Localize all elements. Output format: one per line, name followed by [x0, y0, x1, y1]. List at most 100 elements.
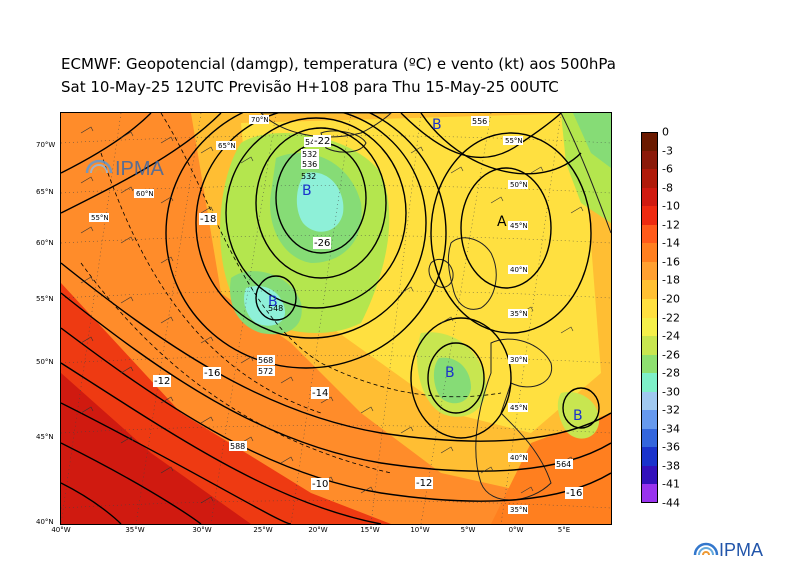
- pressure-center-symbol: B: [573, 408, 583, 424]
- colorbar-swatch: [641, 410, 658, 430]
- lat-label: 45°N: [36, 433, 54, 441]
- lon-label: 10°W: [410, 526, 430, 534]
- colorbar-label: -24: [662, 329, 680, 343]
- inner-grid-label: 55°N: [505, 137, 523, 145]
- colorbar-label: 0: [662, 125, 669, 139]
- colorbar-label: -20: [662, 292, 680, 306]
- temperature-label: -22: [314, 136, 330, 147]
- lon-label: 5°W: [460, 526, 476, 534]
- land-iceland: [320, 130, 367, 153]
- colorbar-swatch: [641, 132, 658, 152]
- lon-label: 35°W: [125, 526, 145, 534]
- colorbar-label: -30: [662, 385, 680, 399]
- colorbar-label: -6: [662, 162, 673, 176]
- lon-label: 40°W: [51, 526, 71, 534]
- inner-grid-label: 65°N: [218, 142, 236, 150]
- lat-label: 65°N: [36, 188, 54, 196]
- inner-grid-label: 35°N: [510, 506, 528, 514]
- colorbar-swatch: [641, 465, 658, 485]
- inner-grid-label: 70°N: [251, 116, 269, 124]
- contour-label: 540: [305, 138, 320, 147]
- lat-label: 55°N: [36, 295, 54, 303]
- land-greenland-iceland: [260, 113, 392, 138]
- contour-label: 588: [230, 442, 245, 451]
- inner-grid-label: 40°N: [510, 266, 528, 274]
- inner-grid-label: 30°N: [510, 356, 528, 364]
- temperature-label: -16: [204, 368, 220, 379]
- colorbar-label: -36: [662, 440, 680, 454]
- contour-label: 568: [258, 356, 273, 365]
- wind-barbs: [80, 126, 584, 504]
- lon-label: 5°E: [557, 526, 571, 534]
- colorbar-label: -3: [662, 144, 673, 158]
- colorbar-swatch: [641, 150, 658, 170]
- lat-label: 60°N: [36, 239, 54, 247]
- inner-grid-label: 50°N: [510, 181, 528, 189]
- geopotential-contours: [61, 113, 611, 524]
- colorbar-label: -10: [662, 199, 680, 213]
- colorbar-swatch: [641, 484, 658, 504]
- pressure-center-value: 548: [268, 304, 283, 313]
- lon-label: 25°W: [253, 526, 273, 534]
- colorbar-swatch: [641, 298, 658, 318]
- colorbar-swatch: [641, 280, 658, 300]
- pressure-center-symbol: B: [302, 183, 312, 199]
- colorbar-swatch: [641, 243, 658, 263]
- inner-grid-label: 45°N: [510, 222, 528, 230]
- land-iberia-france: [475, 338, 553, 501]
- contour-labels: 532 536 540 568 572 588 556 564: [229, 116, 573, 469]
- ipma-logo: IPMA: [693, 540, 763, 559]
- colorbar-swatch: [641, 373, 658, 393]
- pressure-center-symbol: B: [432, 117, 442, 133]
- colorbar-swatch: [641, 336, 658, 356]
- inner-grid-label: 35°N: [510, 310, 528, 318]
- lon-label: 15°W: [360, 526, 380, 534]
- lon-label: 30°W: [192, 526, 212, 534]
- colorbar-label: -34: [662, 422, 680, 436]
- land-ireland: [428, 258, 454, 288]
- colorbar-label: -14: [662, 236, 680, 250]
- temperature-label: -14: [312, 388, 328, 399]
- land-norway: [560, 113, 611, 234]
- colorbar-swatch: [641, 447, 658, 467]
- contour-label: 556: [472, 117, 487, 126]
- lat-label: 70°W: [36, 141, 56, 149]
- colorbar-label: -28: [662, 366, 680, 380]
- colorbar-swatch: [641, 261, 658, 281]
- colorbar-swatch: [641, 187, 658, 207]
- colorbar-label: -8: [662, 181, 673, 195]
- chart-title-line-2: Sat 10-May-25 12UTC Previsão H+108 para …: [61, 78, 559, 96]
- temperature-label: -26: [314, 238, 330, 249]
- pressure-centers: B 532 B 548 B B B A: [268, 117, 583, 424]
- ipma-logo-text: IPMA: [719, 540, 763, 559]
- colorbar-label: -38: [662, 459, 680, 473]
- colorbar-swatch: [641, 391, 658, 411]
- ipma-logo-text: IPMA: [115, 158, 165, 180]
- lat-label: 50°N: [36, 358, 54, 366]
- inner-grid-label: 55°N: [91, 214, 109, 222]
- inner-grid-labels: 70°N 65°N 60°N 55°N 55°N 50°N 45°N 40°N …: [89, 115, 528, 514]
- lat-label: 40°N: [36, 518, 54, 526]
- chart-title-line-1: ECMWF: Geopotencial (damgp), temperatura…: [61, 55, 616, 73]
- colorbar-swatch: [641, 169, 658, 189]
- inner-grid-label: 45°N: [510, 404, 528, 412]
- weather-map: 70°N 65°N 60°N 55°N 55°N 50°N 45°N 40°N …: [60, 112, 612, 525]
- inner-grid-label: 40°N: [510, 454, 528, 462]
- ipma-logo-watermark: IPMA: [85, 158, 165, 180]
- colorbar-swatch: [641, 428, 658, 448]
- colorbar-label: -22: [662, 311, 680, 324]
- lon-label: 0°W: [508, 526, 524, 534]
- colorbar-label: -32: [662, 403, 680, 417]
- colorbar-label: -26: [662, 348, 680, 362]
- contour-label: 532: [302, 150, 317, 159]
- pressure-center-symbol: A: [497, 214, 507, 230]
- pressure-center-symbol: B: [268, 294, 278, 310]
- colorbar-swatch: [641, 224, 658, 244]
- inner-grid-label: 60°N: [136, 190, 154, 198]
- colorbar-label: -12: [662, 218, 680, 232]
- colorbar-label: -44: [662, 496, 680, 510]
- land-british-isles: [447, 237, 497, 310]
- temperature-label: -12: [154, 376, 170, 387]
- pressure-center-symbol: B: [445, 365, 455, 381]
- temperature-label: -12: [416, 478, 432, 489]
